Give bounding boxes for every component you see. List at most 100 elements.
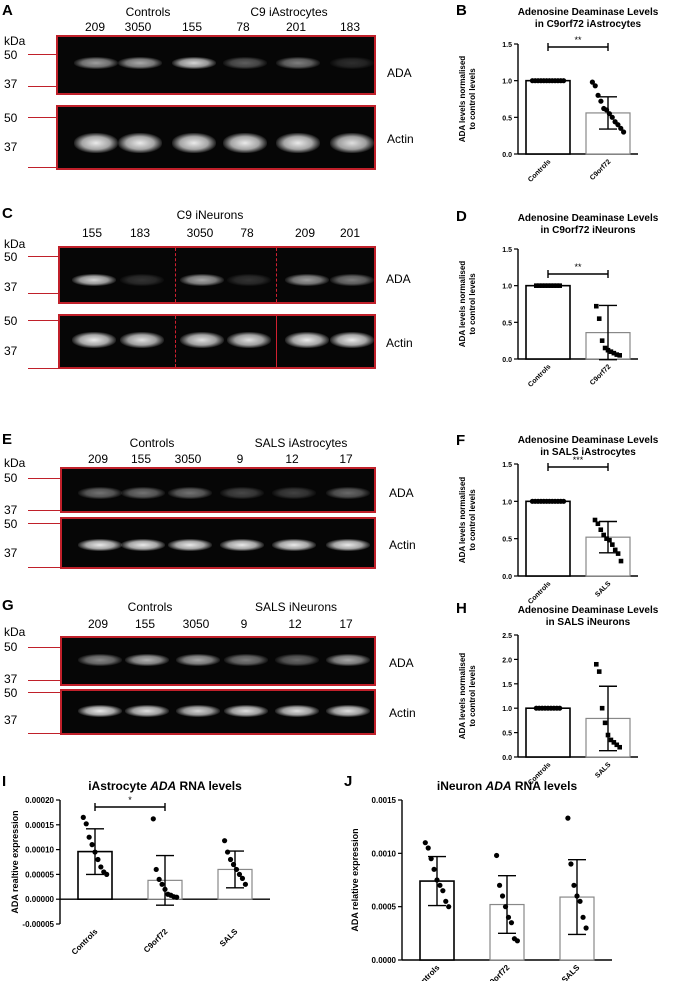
- data-point: [551, 283, 557, 288]
- data-point: [618, 558, 624, 564]
- chart-title: Adenosine Deaminase Levels: [518, 7, 659, 18]
- significance-label: **: [574, 35, 582, 45]
- data-point: [542, 283, 548, 288]
- blot-band: [118, 133, 162, 153]
- y-axis-label: ADA levels normalisedto control levels: [458, 477, 477, 564]
- y-tick-label: 0.5: [502, 115, 512, 122]
- blot-lane-divider: [276, 316, 277, 367]
- blot-band: [285, 332, 329, 348]
- blot-band: [74, 133, 118, 153]
- y-tick-label: 1.5: [502, 682, 512, 689]
- blot-band: [276, 133, 320, 153]
- lane-label: 12: [288, 617, 302, 631]
- data-point: [614, 352, 620, 357]
- data-point: [592, 83, 598, 89]
- data-point: [615, 122, 621, 128]
- data-point: [577, 898, 583, 904]
- mw-marker: 50: [4, 48, 18, 62]
- ada-blot: [60, 467, 376, 513]
- mw-marker: 50: [4, 686, 18, 700]
- data-point: [554, 283, 560, 288]
- data-point: [598, 527, 604, 533]
- blot-band: [330, 274, 374, 286]
- panel-letter-j: J: [344, 773, 353, 790]
- blot-band: [276, 57, 320, 69]
- data-point: [601, 532, 606, 538]
- data-point: [602, 345, 608, 351]
- y-tick-label: 0.0015: [372, 796, 397, 805]
- y-axis-label: ADA levels normalisedto control levels: [458, 261, 477, 348]
- panel-letter-d: D: [456, 208, 467, 225]
- blot-band: [330, 57, 374, 69]
- blot-label-ada: ADA: [389, 656, 414, 670]
- data-point: [83, 821, 89, 827]
- y-tick-label: 1.0: [502, 499, 512, 506]
- blot-band: [118, 57, 162, 69]
- blot-lane-divider: [175, 316, 176, 367]
- blot-band: [223, 133, 267, 153]
- data-point: [557, 705, 563, 711]
- data-point: [156, 876, 162, 882]
- lane-label: 3050: [186, 226, 214, 240]
- data-point: [615, 551, 621, 556]
- blot-band: [78, 487, 122, 499]
- blot-band: [168, 539, 212, 551]
- y-tick-label: 2.5: [502, 633, 512, 640]
- data-point: [565, 815, 571, 821]
- x-tick-label: Controls: [527, 158, 552, 183]
- y-tick-label: 0.0000: [372, 956, 397, 965]
- data-point: [440, 888, 446, 894]
- x-tick-label: SALS: [560, 963, 582, 981]
- lane-label: 155: [134, 617, 156, 631]
- data-point: [583, 925, 589, 931]
- lane-label: 183: [339, 20, 361, 34]
- chart-subtitle: in C9orf72 iAstrocytes: [535, 19, 642, 30]
- data-point: [617, 353, 622, 358]
- x-tick-label: SALS: [218, 927, 240, 949]
- bar: [525, 284, 571, 360]
- blot-band: [227, 332, 271, 348]
- data-point: [95, 856, 101, 863]
- kda-label: kDa: [4, 34, 26, 48]
- group-label-sals-ineurons: SALS iNeurons: [254, 600, 338, 614]
- mw-marker: 37: [4, 546, 18, 560]
- bar: [525, 500, 571, 577]
- lane-label: 209: [87, 452, 109, 466]
- data-point: [611, 350, 617, 356]
- blot-band: [285, 274, 329, 286]
- y-tick-label: 0.0: [502, 574, 512, 581]
- data-point: [621, 129, 627, 135]
- blot-band: [330, 332, 374, 348]
- blot-label-ada: ADA: [386, 272, 411, 286]
- panel-letter-a: A: [2, 2, 13, 19]
- group-label-controls: Controls: [127, 600, 173, 614]
- actin-blot: [60, 689, 376, 735]
- data-point: [496, 882, 503, 888]
- blot-band: [227, 274, 271, 286]
- bar: [525, 707, 571, 758]
- data-point: [86, 834, 92, 840]
- blot-lane-divider: [175, 248, 176, 302]
- data-point: [595, 521, 601, 527]
- blot-band: [176, 654, 220, 666]
- blot-label-actin: Actin: [386, 336, 413, 350]
- data-point: [545, 283, 551, 288]
- data-point: [599, 705, 605, 711]
- blot-band: [220, 487, 264, 499]
- data-point: [536, 283, 542, 288]
- data-point: [596, 669, 602, 674]
- panel-letter-i: I: [2, 773, 7, 790]
- y-tick-label: 1.0: [502, 79, 512, 86]
- x-tick-label: Controls: [412, 963, 442, 981]
- data-point: [89, 842, 95, 848]
- group-label-controls: Controls: [125, 5, 171, 19]
- data-point: [612, 547, 618, 553]
- lane-label: 155: [81, 226, 103, 240]
- data-point: [443, 898, 449, 904]
- blot-band: [120, 332, 164, 348]
- mw-marker: 37: [4, 344, 18, 358]
- y-axis-label: ADA levels normalisedto control levels: [458, 653, 477, 740]
- blot-band: [172, 133, 216, 153]
- significance-label: *: [128, 795, 132, 805]
